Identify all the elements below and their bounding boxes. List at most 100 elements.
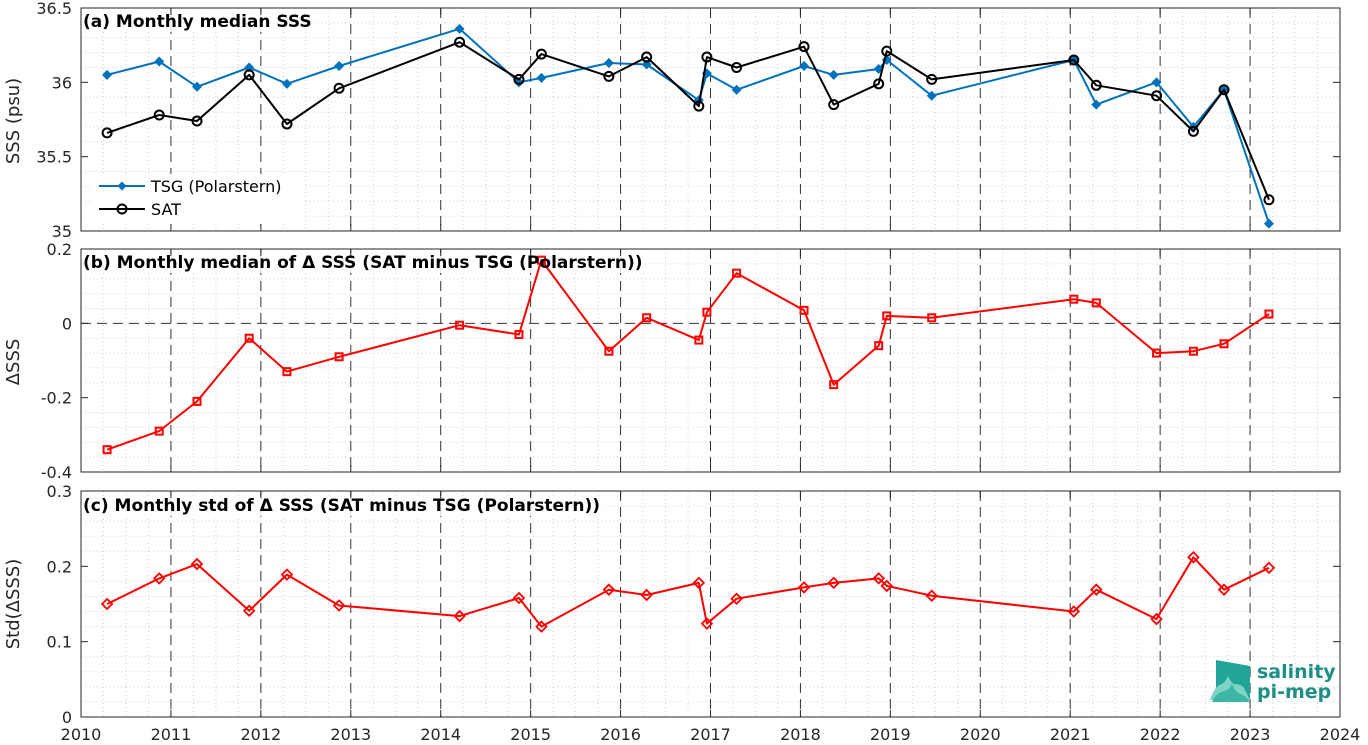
data-point [1091, 298, 1101, 308]
data-point [1264, 309, 1274, 319]
logo-line1: salinity [1257, 661, 1336, 683]
data-point [153, 109, 165, 121]
panel-c-title: (c) Monthly std of Δ SSS (SAT minus TSG … [83, 496, 600, 516]
data-point [1187, 125, 1199, 137]
data-point [602, 583, 616, 596]
data-point [1068, 54, 1080, 66]
legend-box [92, 174, 304, 224]
data-point [926, 90, 937, 101]
legend-sat-marker [116, 203, 128, 215]
data-point [692, 576, 706, 590]
data-point [828, 99, 840, 111]
panel-a-ylabel: SSS (psu) [3, 78, 24, 164]
data-point [1187, 551, 1200, 564]
legend: TSG (Polarstern) SAT [92, 174, 304, 224]
series-line-p1 [106, 259, 1270, 451]
data-point [281, 78, 292, 89]
data-point [798, 41, 810, 53]
data-point [455, 320, 465, 330]
data-point [514, 329, 524, 339]
data-point [882, 311, 892, 321]
x-tick-label: 2021 [1050, 725, 1091, 744]
data-point [880, 579, 894, 593]
data-point [242, 604, 256, 618]
data-point [827, 576, 840, 590]
y-tick-label: 35 [52, 222, 72, 241]
data-point [730, 592, 743, 605]
data-point [1091, 99, 1102, 110]
data-point [693, 100, 705, 112]
data-point [101, 127, 113, 139]
x-tick-label: 2013 [330, 725, 371, 744]
data-point [192, 81, 203, 92]
data-point [872, 572, 885, 585]
x-tick-label: 2014 [420, 725, 461, 744]
data-point [1262, 561, 1276, 575]
y-tick-label: 0 [62, 314, 72, 333]
y-tick-label: 36 [52, 73, 72, 92]
data-point [536, 255, 546, 265]
data-point [701, 51, 713, 63]
data-point [1069, 294, 1079, 304]
data-point [192, 396, 202, 406]
data-point [828, 69, 839, 80]
series-line-sat [106, 41, 1270, 201]
data-point [702, 307, 712, 317]
x-tick-label: 2017 [690, 725, 731, 744]
data-point [513, 77, 524, 88]
data-point [926, 73, 938, 85]
x-tick-label: 2019 [870, 725, 911, 744]
data-point [243, 69, 255, 81]
data-point [244, 333, 254, 343]
data-point [332, 599, 346, 612]
title-backdrop [81, 12, 314, 32]
data-point [641, 59, 652, 70]
data-point [1263, 218, 1274, 229]
data-point [1152, 348, 1162, 358]
title-backdrop [81, 496, 603, 516]
data-point [1188, 346, 1198, 356]
data-point [642, 313, 652, 323]
data-point [925, 589, 938, 602]
data-point [732, 268, 742, 278]
panel-b-median-delta-sss: ΔSSS -0.4 -0.2 0 0.2 (b) Monthly median of Δ… [3, 240, 1341, 482]
data-point [1150, 612, 1163, 626]
x-tick-label: 2020 [960, 725, 1001, 744]
data-point [453, 609, 466, 623]
data-point [535, 620, 548, 633]
x-tick-label: 2022 [1140, 725, 1181, 744]
y-tick-label: 36.5 [36, 0, 72, 18]
data-point [1218, 84, 1230, 96]
data-point [1151, 77, 1162, 88]
x-tick-label: 2024 [1320, 725, 1361, 744]
data-point [829, 380, 839, 390]
data-point [1090, 583, 1103, 596]
data-point [1067, 605, 1081, 618]
waves-icon [1210, 660, 1250, 702]
logo-line2: pi-mep [1257, 681, 1331, 703]
data-point [927, 313, 937, 323]
data-point [513, 73, 525, 85]
data-point [1263, 194, 1275, 206]
data-point [536, 72, 547, 83]
data-point [100, 597, 114, 611]
data-point [190, 557, 204, 571]
data-point [731, 84, 742, 95]
x-tick-label: 2015 [510, 725, 551, 744]
data-point [694, 335, 704, 345]
legend-sat-label: SAT [151, 200, 181, 219]
x-tick-label: 2010 [61, 725, 102, 744]
y-tick-label: -0.2 [41, 389, 72, 408]
title-backdrop [81, 253, 645, 273]
data-point [102, 445, 112, 455]
data-point [512, 591, 526, 605]
data-point [102, 69, 113, 80]
data-point [280, 568, 294, 581]
data-point [641, 51, 653, 63]
legend-tsg-label: TSG (Polarstern) [150, 177, 281, 196]
y-tick-label: 0.1 [47, 633, 72, 652]
series-line-p2 [106, 556, 1270, 628]
salinity-pi-mep-logo: salinity pi-mep [1210, 660, 1336, 703]
data-point [603, 70, 615, 82]
data-point [454, 23, 465, 34]
